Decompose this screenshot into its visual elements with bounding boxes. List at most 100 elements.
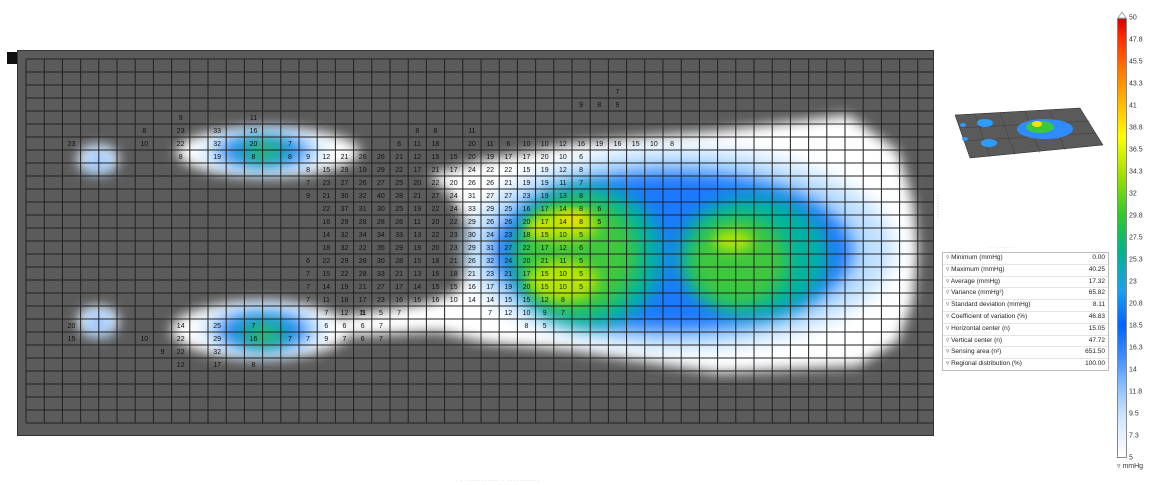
pressure-map-panel[interactable]: 9 11 8 23 33 16 10 22 32 20 7 8 19 8 23 20 15 14 25 7 10 22 29… (17, 50, 934, 436)
cell-value: 7 (306, 271, 310, 278)
cell-value: 12 (541, 297, 549, 304)
cell-value: 7 (488, 310, 492, 317)
cell-value: 8 (142, 128, 146, 135)
cell-value: 8 (434, 128, 438, 135)
cell-value: 24 (504, 258, 512, 265)
cell-value: 21 (395, 154, 403, 161)
cell-value: 23 (486, 271, 494, 278)
cell-value: 12 (322, 154, 330, 161)
cell-value: 8 (579, 167, 583, 174)
cell-value: 15 (541, 271, 549, 278)
cell-value: 40 (377, 193, 385, 200)
cell-value: 22 (432, 180, 440, 187)
stat-row-std-dev[interactable]: Standard deviation (mmHg)8.11 (943, 300, 1108, 312)
scale-tick-label: 7.3 (1129, 432, 1139, 440)
cell-value: 33 (377, 271, 385, 278)
cell-value: 28 (395, 193, 403, 200)
cell-value: 19 (213, 154, 221, 161)
color-scale-ticks: 50 47.8 45.5 43.3 41 38.8 36.5 34.3 32 29.8 27.5 25… (1129, 15, 1149, 462)
cell-value: 15 (432, 271, 440, 278)
cell-value: 12 (177, 362, 185, 369)
stat-row-variance[interactable]: Variance (mmHg²)65.82 (943, 288, 1108, 301)
scale-tick-label: 43.3 (1129, 80, 1143, 88)
cell-value: 11 (414, 141, 421, 148)
cell-value: 6 (306, 258, 310, 265)
cell-value: 6 (343, 323, 347, 330)
cell-value: 9 (306, 193, 310, 200)
cell-value: 20 (432, 245, 440, 252)
unit-selector[interactable]: ▿ mmHg (1117, 463, 1144, 470)
cell-value: 12 (559, 141, 567, 148)
cell-value: 14 (322, 232, 330, 239)
panel-splitter[interactable]: ⋮ ⋮ ⋮ (934, 194, 942, 219)
cell-value: 8 (306, 167, 310, 174)
cell-value: 10 (140, 336, 148, 343)
cell-value: 7 (379, 336, 383, 343)
cell-value: 19 (541, 180, 549, 187)
cell-value: 10 (541, 141, 549, 148)
cell-value: 9 (306, 154, 310, 161)
cell-value: 24 (450, 193, 458, 200)
cell-value: 21 (541, 258, 549, 265)
cell-value: 17 (450, 167, 458, 174)
cell-value: 16 (468, 284, 476, 291)
cell-value: 7 (288, 336, 292, 343)
3d-preview-thumbnail[interactable] (945, 103, 1105, 163)
stat-row-average[interactable]: Average (mmHg)17.32 (943, 277, 1108, 289)
cell-value: 11 (323, 297, 330, 304)
cell-value: 18 (432, 258, 440, 265)
cell-value: 10 (523, 141, 531, 148)
cell-value: 13 (559, 193, 567, 200)
cell-value: 19 (413, 206, 421, 213)
cell-value: 22 (432, 232, 440, 239)
cell-value: 37 (341, 206, 349, 213)
scale-tick-label: 27.5 (1129, 234, 1143, 242)
cell-value: 18 (450, 271, 458, 278)
stat-row-vertical-center[interactable]: Vertical center (n)47.72 (943, 336, 1108, 348)
cell-value: 30 (377, 206, 385, 213)
cell-value: 17 (486, 284, 494, 291)
cell-value: 15 (68, 336, 76, 343)
cell-value: 27 (486, 193, 494, 200)
cell-value: 26 (468, 180, 476, 187)
pressure-heatmap[interactable]: 9 11 8 23 33 16 10 22 32 20 7 8 19 8 23 20 15 14 25 7 10 22 29… (18, 51, 933, 435)
cell-value: 34 (377, 232, 385, 239)
cell-value: 10 (559, 232, 567, 239)
bottom-panel-grip[interactable]: · · ··········· · ··········· (455, 478, 541, 484)
table-grip[interactable]: ·········· (988, 245, 1018, 251)
cell-value: 8 (252, 362, 256, 369)
cell-value: 7 (306, 284, 310, 291)
cell-value: 15 (504, 297, 512, 304)
cell-value: 14 (468, 297, 476, 304)
scale-tick-label: 41 (1129, 102, 1137, 110)
cell-value: 15 (541, 284, 549, 291)
cell-value: 22 (395, 167, 403, 174)
cell-value: 5 (379, 310, 383, 317)
scale-tick-label: 14 (1129, 366, 1137, 374)
cell-value: 17 (523, 271, 531, 278)
cell-value: 26 (359, 154, 367, 161)
scale-tick-label: 5 (1129, 454, 1133, 462)
stat-row-maximum[interactable]: Maximum (mmHg)40.25 (943, 265, 1108, 277)
stat-row-horizontal-center[interactable]: Horizontal center (n)15.05 (943, 324, 1108, 336)
cell-value: 14 (559, 219, 567, 226)
stat-row-regional-distribution[interactable]: Regional distribution (%)100.00 (943, 359, 1108, 370)
cell-value: 19 (359, 167, 367, 174)
cell-value: 12 (504, 310, 512, 317)
cell-value: 7 (343, 336, 347, 343)
cell-value: 5 (597, 219, 601, 226)
cell-value: 28 (377, 219, 385, 226)
stat-row-coef-variation[interactable]: Coefficient of variation (%)46.83 (943, 312, 1108, 324)
cell-value: 12 (413, 154, 421, 161)
scale-tick-label: 23 (1129, 278, 1137, 286)
color-scale-bar[interactable] (1117, 18, 1127, 458)
cell-value: 7 (306, 180, 310, 187)
stat-row-minimum[interactable]: Minimum (mmHg)0.00 (943, 253, 1108, 265)
cell-value: 32 (359, 193, 367, 200)
cell-value: 19 (523, 180, 531, 187)
cell-value: 20 (450, 180, 458, 187)
cell-value: 9 (324, 336, 328, 343)
cell-value: 19 (341, 284, 349, 291)
cell-value: 20 (468, 154, 476, 161)
stat-row-sensing-area[interactable]: Sensing area (n²)651.50 (943, 347, 1108, 360)
